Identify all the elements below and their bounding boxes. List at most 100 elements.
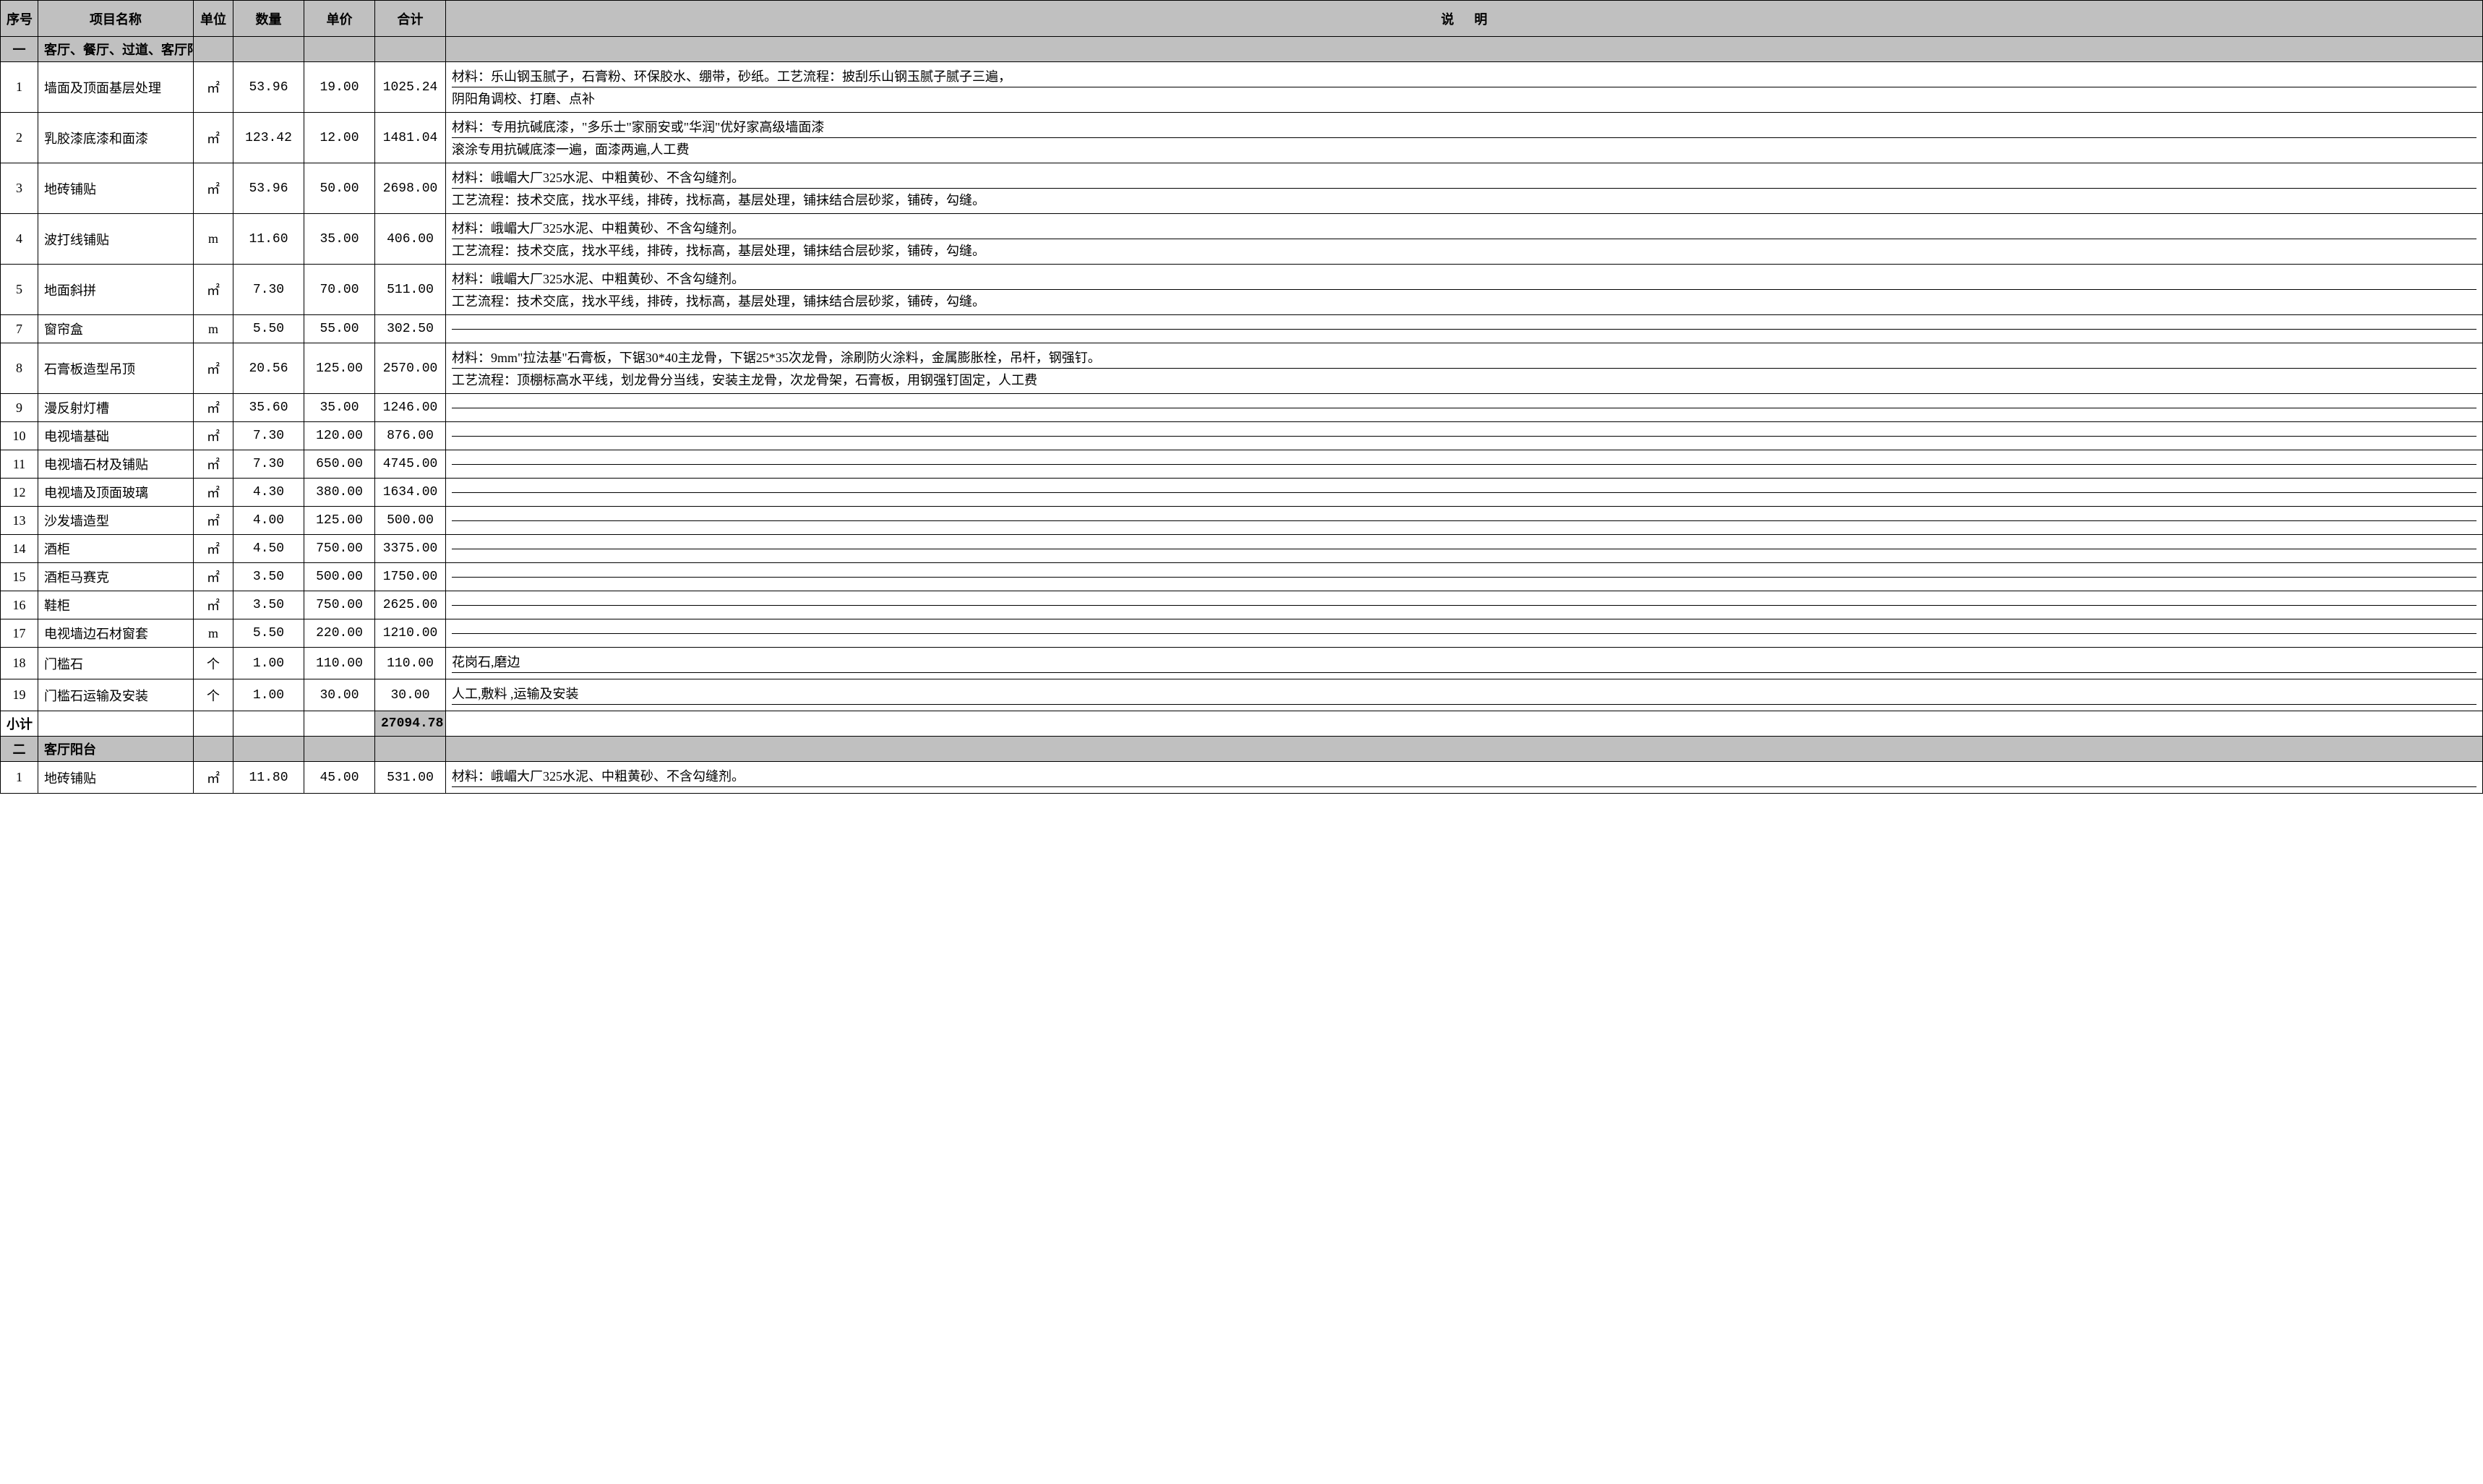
desc-line-1 <box>452 318 2476 330</box>
cell-price: 55.00 <box>304 315 375 343</box>
cell-name: 乳胶漆底漆和面漆 <box>38 113 194 163</box>
header-qty: 数量 <box>233 1 304 37</box>
cell-empty <box>194 37 233 62</box>
desc-line-1: 材料：峨嵋大厂325水泥、中粗黄砂、不含勾缝剂。 <box>452 217 2476 239</box>
cell-desc: 人工,敷料 ,运输及安装 <box>446 679 2483 711</box>
table-body: 一客厅、餐厅、过道、客厅阳台1墙面及顶面基层处理㎡53.9619.001025.… <box>1 37 2483 794</box>
cell-name: 鞋柜 <box>38 591 194 619</box>
cell-name: 电视墙边石材窗套 <box>38 619 194 648</box>
cell-total: 1481.04 <box>375 113 446 163</box>
cell-unit: ㎡ <box>194 343 233 394</box>
cell-desc <box>446 479 2483 507</box>
cell-price: 35.00 <box>304 394 375 422</box>
desc-line-1 <box>452 510 2476 521</box>
cell-desc <box>446 507 2483 535</box>
table-row: 9漫反射灯槽㎡35.6035.001246.00 <box>1 394 2483 422</box>
desc-line-2 <box>452 408 2476 419</box>
cell-empty <box>194 737 233 762</box>
cell-total: 1634.00 <box>375 479 446 507</box>
cell-total: 406.00 <box>375 214 446 265</box>
cell-total: 30.00 <box>375 679 446 711</box>
cell-seq: 14 <box>1 535 38 563</box>
cell-desc: 材料：峨嵋大厂325水泥、中粗黄砂、不含勾缝剂。工艺流程：技术交底，找水平线，排… <box>446 214 2483 265</box>
section-seq: 二 <box>1 737 38 762</box>
cell-seq: 13 <box>1 507 38 535</box>
cell-seq: 1 <box>1 762 38 794</box>
desc-line-1 <box>452 566 2476 578</box>
header-unit: 单位 <box>194 1 233 37</box>
cell-desc <box>446 422 2483 450</box>
cell-name: 漫反射灯槽 <box>38 394 194 422</box>
cell-unit: 个 <box>194 648 233 679</box>
cell-unit: ㎡ <box>194 62 233 113</box>
table-row: 18门槛石个1.00110.00110.00花岗石,磨边 <box>1 648 2483 679</box>
header-total: 合计 <box>375 1 446 37</box>
cell-unit: ㎡ <box>194 113 233 163</box>
cell-desc <box>446 591 2483 619</box>
header-name: 项目名称 <box>38 1 194 37</box>
cell-price: 650.00 <box>304 450 375 479</box>
desc-line-2: 工艺流程：技术交底，找水平线，排砖，找标高，基层处理，铺抹结合层砂浆，铺砖，勾缝… <box>452 189 2476 210</box>
table-row: 1墙面及顶面基层处理㎡53.9619.001025.24材料：乐山钢玉腻子，石膏… <box>1 62 2483 113</box>
cell-price: 500.00 <box>304 563 375 591</box>
cell-qty: 7.30 <box>233 422 304 450</box>
desc-line-2 <box>452 787 2476 790</box>
desc-line-2 <box>452 705 2476 708</box>
cell-qty: 3.50 <box>233 563 304 591</box>
cell-desc: 材料：峨嵋大厂325水泥、中粗黄砂、不含勾缝剂。 <box>446 762 2483 794</box>
cell-total: 1246.00 <box>375 394 446 422</box>
table-row: 7窗帘盒m5.5055.00302.50 <box>1 315 2483 343</box>
cell-qty: 7.30 <box>233 450 304 479</box>
cell-name: 波打线铺贴 <box>38 214 194 265</box>
cell-name: 电视墙及顶面玻璃 <box>38 479 194 507</box>
table-row: 11电视墙石材及铺贴㎡7.30650.004745.00 <box>1 450 2483 479</box>
cell-name: 电视墙基础 <box>38 422 194 450</box>
cell-name: 地面斜拼 <box>38 265 194 315</box>
cell-seq: 9 <box>1 394 38 422</box>
section-title: 客厅、餐厅、过道、客厅阳台 <box>38 37 194 62</box>
subtotal-label: 小计 <box>1 711 38 737</box>
cell-name: 窗帘盒 <box>38 315 194 343</box>
cell-seq: 4 <box>1 214 38 265</box>
desc-line-1: 材料：专用抗碱底漆，"多乐士"家丽安或"华润"优好家高级墙面漆 <box>452 116 2476 138</box>
table-row: 14酒柜㎡4.50750.003375.00 <box>1 535 2483 563</box>
cell-seq: 11 <box>1 450 38 479</box>
cell-price: 220.00 <box>304 619 375 648</box>
cell-qty: 123.42 <box>233 113 304 163</box>
cell-name: 门槛石 <box>38 648 194 679</box>
desc-line-1 <box>452 538 2476 549</box>
cell-qty: 20.56 <box>233 343 304 394</box>
table-row: 8石膏板造型吊顶㎡20.56125.002570.00材料：9mm"拉法基"石膏… <box>1 343 2483 394</box>
table-row: 1地砖铺贴㎡11.8045.00531.00材料：峨嵋大厂325水泥、中粗黄砂、… <box>1 762 2483 794</box>
cell-unit: ㎡ <box>194 394 233 422</box>
desc-line-2 <box>452 330 2476 340</box>
cell-name: 石膏板造型吊顶 <box>38 343 194 394</box>
cell-price: 380.00 <box>304 479 375 507</box>
cell-seq: 3 <box>1 163 38 214</box>
cell-total: 2625.00 <box>375 591 446 619</box>
cell-name: 电视墙石材及铺贴 <box>38 450 194 479</box>
cell-total: 4745.00 <box>375 450 446 479</box>
desc-line-2: 工艺流程：技术交底，找水平线，排砖，找标高，基层处理，铺抹结合层砂浆，铺砖，勾缝… <box>452 290 2476 312</box>
cell-unit: ㎡ <box>194 479 233 507</box>
desc-line-1 <box>452 397 2476 408</box>
desc-line-2 <box>452 673 2476 676</box>
cell-empty <box>304 37 375 62</box>
cell-qty: 35.60 <box>233 394 304 422</box>
desc-line-1: 材料：乐山钢玉腻子，石膏粉、环保胶水、绷带，砂纸。工艺流程：披刮乐山钢玉腻子腻子… <box>452 65 2476 87</box>
cell-empty <box>233 737 304 762</box>
cell-unit: ㎡ <box>194 563 233 591</box>
cell-price: 125.00 <box>304 343 375 394</box>
cell-total: 2570.00 <box>375 343 446 394</box>
header-desc: 说明 <box>446 1 2483 37</box>
cell-name: 门槛石运输及安装 <box>38 679 194 711</box>
table-row: 5地面斜拼㎡7.3070.00511.00材料：峨嵋大厂325水泥、中粗黄砂、不… <box>1 265 2483 315</box>
desc-line-1 <box>452 453 2476 465</box>
cell-seq: 2 <box>1 113 38 163</box>
cell-total: 302.50 <box>375 315 446 343</box>
cell-total: 531.00 <box>375 762 446 794</box>
subtotal-value: 27094.78 <box>375 711 446 737</box>
cell-empty <box>446 37 2483 62</box>
header-seq: 序号 <box>1 1 38 37</box>
cell-seq: 1 <box>1 62 38 113</box>
